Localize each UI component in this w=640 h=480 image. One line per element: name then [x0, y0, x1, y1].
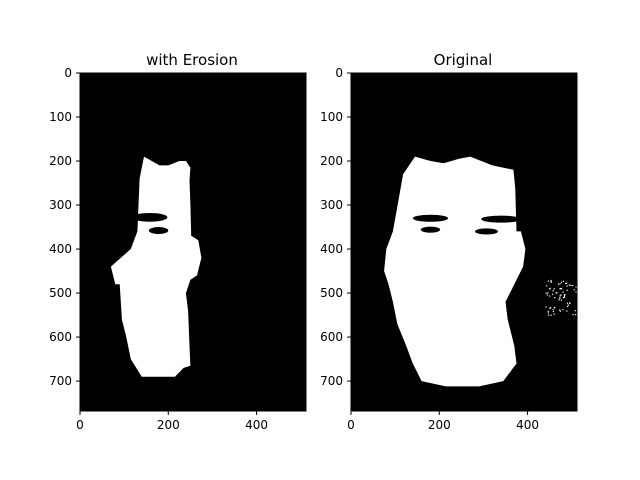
x-tick-label: 400	[516, 418, 539, 432]
noise-speckle	[547, 292, 548, 293]
noise-speckle	[549, 308, 550, 309]
noise-speckle	[574, 289, 575, 290]
x-tick-label: 0	[347, 418, 355, 432]
y-tick-label: 600	[320, 330, 343, 344]
noise-speckle	[545, 293, 546, 294]
eyebrow-region	[413, 215, 448, 222]
eye-region	[149, 227, 168, 234]
noise-speckle	[560, 288, 561, 289]
eyebrow-region	[132, 213, 167, 222]
noise-speckle	[560, 294, 561, 295]
y-tick-label: 500	[49, 286, 72, 300]
x-tick-label: 0	[76, 418, 84, 432]
noise-speckle	[572, 314, 573, 315]
x-tick-label: 400	[245, 418, 268, 432]
y-tick-label: 700	[320, 374, 343, 388]
noise-speckle	[566, 310, 567, 311]
noise-speckle	[569, 284, 570, 285]
noise-speckle	[554, 314, 555, 315]
y-tick-label: 0	[335, 66, 343, 80]
mask-image	[80, 73, 306, 411]
noise-speckle	[562, 309, 563, 310]
noise-speckle	[547, 294, 548, 295]
noise-speckle	[559, 297, 560, 298]
noise-speckle	[556, 292, 557, 293]
eye-region	[421, 227, 440, 233]
noise-speckle	[561, 282, 562, 283]
y-tick-label: 200	[49, 154, 72, 168]
noise-speckle	[563, 291, 564, 292]
noise-speckle	[552, 294, 553, 295]
eye-region	[203, 228, 228, 236]
x-tick-label: 200	[157, 418, 180, 432]
noise-speckle	[558, 284, 559, 285]
noise-speckle	[563, 281, 564, 282]
noise-speckle	[548, 311, 549, 312]
noise-speckle	[560, 283, 561, 284]
y-tick-label: 500	[320, 286, 343, 300]
noise-speckle	[548, 315, 549, 316]
noise-speckle	[553, 309, 554, 310]
panel-with-erosion: with Erosion 0 200 400 0 100 200 300 400 500 600 7…	[49, 51, 306, 432]
noise-speckle	[569, 302, 570, 303]
noise-speckle	[572, 285, 573, 286]
y-tick-label: 700	[49, 374, 72, 388]
noise-speckle	[567, 306, 568, 307]
y-tick-label: 400	[49, 242, 72, 256]
noise-speckle	[549, 295, 550, 296]
noise-speckle	[559, 309, 560, 310]
panel-original: Original 0 200 400 0 100 200 300 400 500 600 700	[320, 51, 577, 432]
noise-speckle	[564, 296, 565, 297]
noise-speckle	[570, 285, 571, 286]
y-tick-label: 300	[49, 198, 72, 212]
panel-title: Original	[434, 51, 493, 69]
y-tick-label: 100	[49, 110, 72, 124]
noise-speckle	[545, 306, 546, 307]
y-tick-label: 0	[64, 66, 72, 80]
eyebrow-region	[481, 216, 521, 223]
noise-speckle	[567, 285, 568, 286]
noise-speckle	[546, 285, 547, 286]
noise-speckle	[548, 281, 549, 282]
noise-speckle	[548, 312, 549, 313]
noise-speckle	[554, 288, 555, 289]
noise-speckle	[553, 311, 554, 312]
noise-speckle	[567, 303, 568, 304]
noise-speckle	[565, 283, 566, 284]
noise-speckle	[550, 280, 551, 281]
noise-speckle	[551, 315, 552, 316]
noise-speckle	[568, 304, 569, 305]
noise-speckle	[567, 290, 568, 291]
noise-speckle	[553, 290, 554, 291]
noise-speckle	[560, 311, 561, 312]
noise-speckle	[554, 297, 555, 298]
y-tick-label: 300	[320, 198, 343, 212]
noise-speckle	[559, 299, 560, 300]
y-tick-label: 100	[320, 110, 343, 124]
eyebrow-region	[197, 214, 237, 223]
x-tick-label: 200	[428, 418, 451, 432]
y-tick-label: 200	[320, 154, 343, 168]
mask-image	[351, 73, 577, 411]
noise-speckle	[575, 310, 576, 311]
panel-title: with Erosion	[146, 51, 238, 69]
noise-speckle	[550, 288, 551, 289]
eye-region	[475, 228, 498, 234]
noise-speckle	[566, 283, 567, 284]
noise-speckle	[561, 300, 562, 301]
noise-speckle	[554, 307, 555, 308]
y-tick-label: 600	[49, 330, 72, 344]
noise-speckle	[575, 314, 576, 315]
noise-speckle	[551, 281, 552, 282]
noise-speckle	[564, 294, 565, 295]
y-tick-label: 400	[320, 242, 343, 256]
